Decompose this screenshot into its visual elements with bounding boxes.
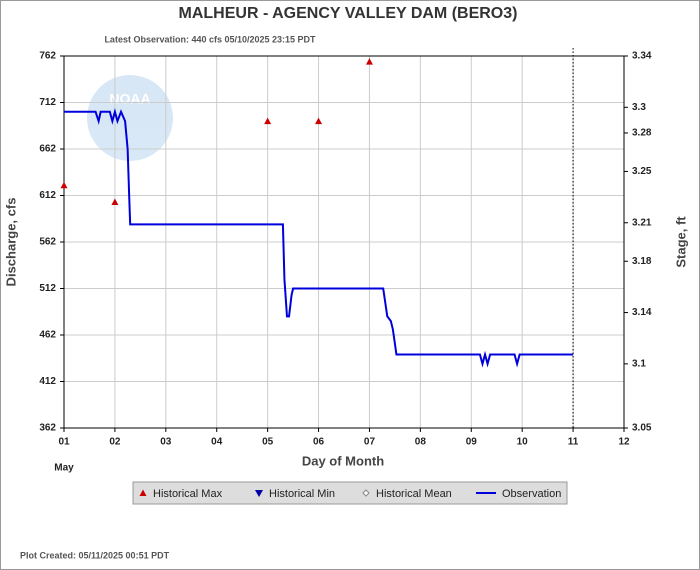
legend-marker (139, 489, 147, 496)
x-axis-label: Day of Month (302, 453, 384, 468)
x-tick-label: 03 (160, 437, 172, 448)
y2-tick-label: 3.21 (632, 217, 652, 228)
footer: Plot Created: 05/11/2025 00:51 PDT (20, 550, 170, 560)
y-tick-label: 362 (39, 423, 56, 434)
svg-text:NOAA: NOAA (109, 91, 150, 107)
y-tick-label: 762 (39, 51, 56, 62)
y2-tick-label: 3.1 (632, 359, 646, 370)
x-tick-label: 11 (568, 437, 579, 448)
x-tick-label: 04 (211, 437, 223, 448)
y-tick-label: 412 (39, 376, 56, 387)
x-tick-label: 02 (109, 437, 121, 448)
x-tick-label: 08 (415, 437, 427, 448)
y2-tick-label: 3.28 (632, 128, 652, 139)
point (315, 117, 323, 125)
subtitle: Latest Observation: 440 cfs 05/10/2025 2… (104, 34, 316, 44)
y2-axis-label: Stage, ft (673, 216, 688, 268)
legend-label: Historical Min (269, 488, 335, 500)
y-tick-label: 662 (39, 144, 56, 155)
y-tick-label: 712 (39, 97, 56, 108)
legend-label: Historical Mean (376, 488, 452, 500)
point (60, 181, 68, 189)
y2-tick-label: 3.05 (632, 423, 652, 434)
x-tick-label: 05 (262, 437, 274, 448)
legend-marker (362, 489, 370, 497)
plot-border (63, 55, 625, 429)
legend-label: Historical Max (153, 488, 223, 500)
month-label: May (54, 463, 74, 474)
y-tick-label: 512 (39, 283, 56, 294)
chart-title: MALHEUR - AGENCY VALLEY DAM (BERO3) (179, 5, 518, 22)
point (264, 117, 272, 125)
point (365, 58, 373, 65)
x-tick-label: 01 (58, 437, 70, 448)
x-tick-label: 07 (364, 437, 376, 448)
x-tick-label: 10 (517, 437, 529, 448)
y2-tick-label: 3.25 (632, 166, 652, 177)
y-tick-label: 562 (39, 237, 56, 248)
y2-tick-label: 3.18 (632, 256, 652, 267)
legend-box (132, 481, 568, 505)
legend-label: Observation (502, 488, 561, 500)
legend-marker (255, 490, 263, 497)
y2-tick-label: 3.14 (632, 307, 652, 318)
y2-tick-label: 3.3 (632, 102, 646, 113)
x-tick-label: 09 (466, 437, 478, 448)
y2-tick-label: 3.34 (632, 51, 652, 62)
observation-line (64, 108, 574, 368)
x-tick-label: 12 (618, 437, 630, 448)
point (111, 198, 119, 206)
x-tick-label: 06 (313, 437, 325, 448)
y-axis-label: Discharge, cfs (3, 198, 18, 287)
y-tick-label: 462 (39, 330, 56, 341)
y-tick-label: 612 (39, 190, 56, 201)
